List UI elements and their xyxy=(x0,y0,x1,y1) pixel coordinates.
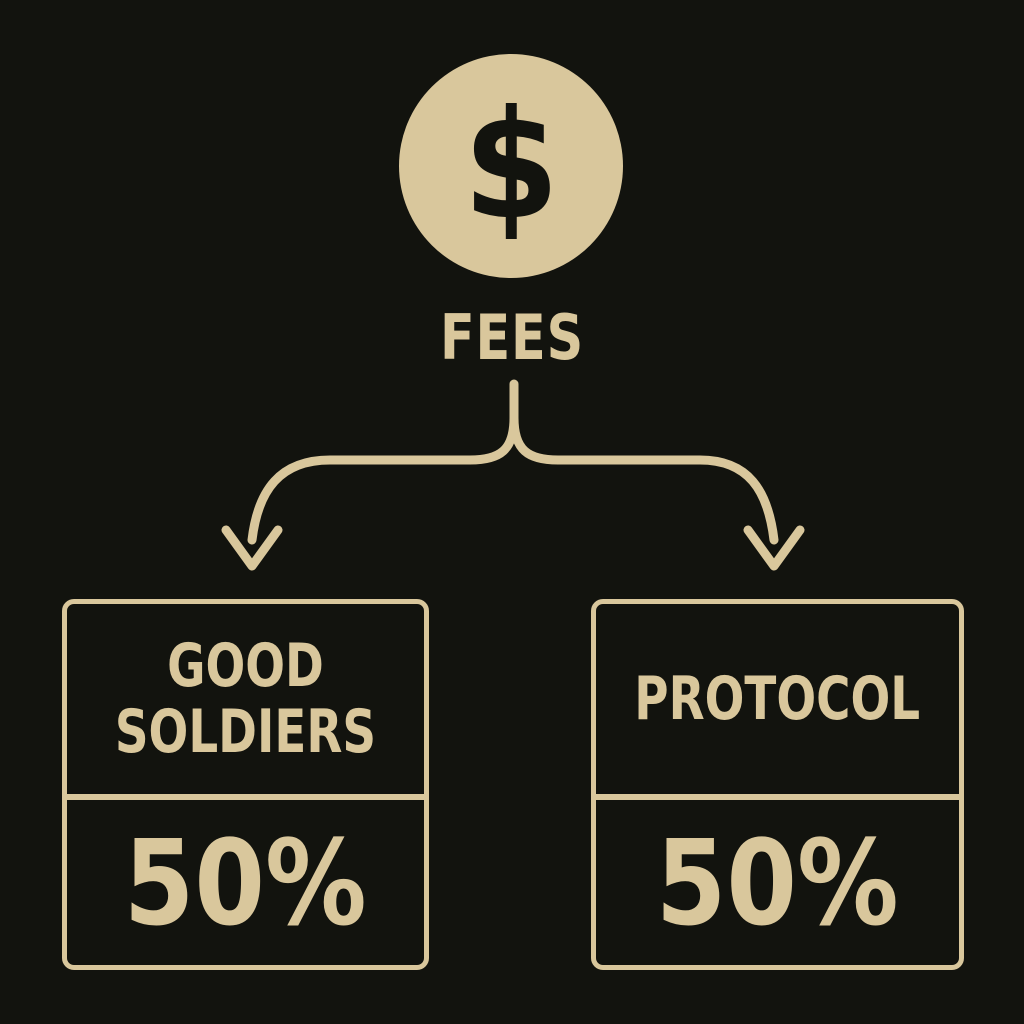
fees-label: FEES xyxy=(439,301,585,374)
dollar-coin-icon: $ xyxy=(399,54,623,278)
split-label: GOOD SOLDIERS xyxy=(114,631,377,767)
dollar-sign: $ xyxy=(462,79,560,253)
split-label: PROTOCOL xyxy=(634,664,921,734)
arrowhead-right xyxy=(743,525,805,571)
arrowhead-left xyxy=(221,525,283,571)
box-divider xyxy=(596,794,959,800)
split-percentage: 50% xyxy=(124,813,367,952)
box-divider xyxy=(67,794,424,800)
arrow-stem xyxy=(247,379,519,545)
arrow-stem-right xyxy=(509,413,779,545)
split-box-protocol: PROTOCOL 50% xyxy=(591,599,964,970)
split-percentage: 50% xyxy=(656,813,899,952)
split-box-good-soldiers: GOOD SOLDIERS 50% xyxy=(62,599,429,970)
